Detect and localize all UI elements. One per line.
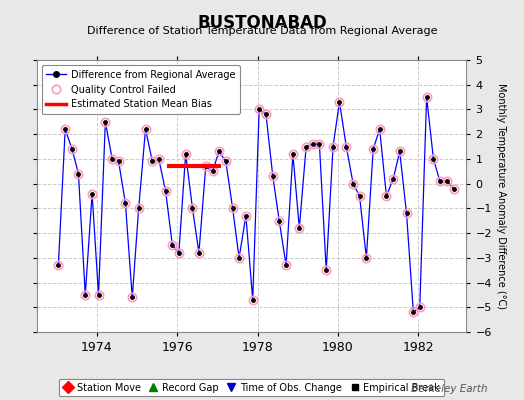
Text: BUSTONABAD: BUSTONABAD (197, 14, 327, 32)
Y-axis label: Monthly Temperature Anomaly Difference (°C): Monthly Temperature Anomaly Difference (… (496, 83, 506, 309)
Text: Difference of Station Temperature Data from Regional Average: Difference of Station Temperature Data f… (87, 26, 437, 36)
Text: Berkeley Earth: Berkeley Earth (411, 384, 487, 394)
Legend: Station Move, Record Gap, Time of Obs. Change, Empirical Break: Station Move, Record Gap, Time of Obs. C… (59, 379, 444, 396)
